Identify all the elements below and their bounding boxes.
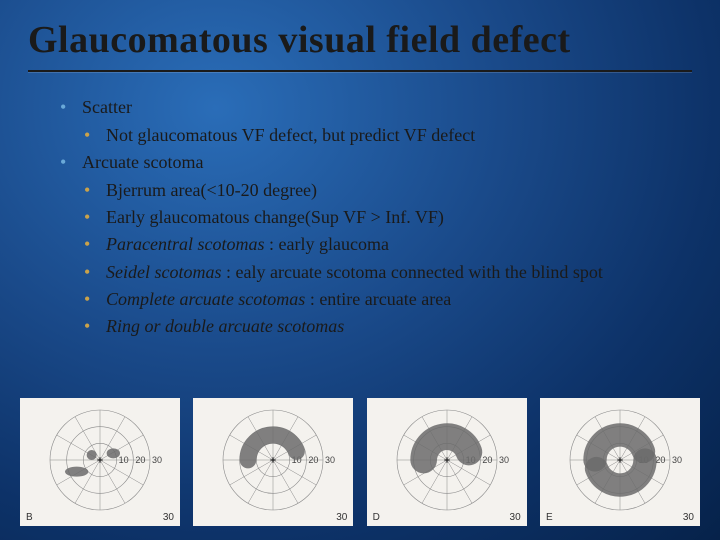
panel-label: E xyxy=(546,512,553,523)
term-seidel-rest: : ealy arcuate scotoma connected with th… xyxy=(221,262,602,282)
bullet-arc-sub1: Bjerrum area(<10-20 degree) xyxy=(60,177,672,203)
panel-deg: 30 xyxy=(683,512,694,523)
panel-deg: 30 xyxy=(163,512,174,523)
term-paracentral: Paracentral scotomas xyxy=(106,234,264,254)
vf-panel-E: 102030E30 xyxy=(540,398,700,526)
vf-panel-C: 10203030 xyxy=(193,398,353,526)
svg-text:30: 30 xyxy=(152,455,162,465)
svg-text:30: 30 xyxy=(672,455,682,465)
slide-title: Glaucomatous visual field defect xyxy=(28,18,692,62)
term-ring: Ring or double arcuate scotomas xyxy=(106,316,344,336)
vf-panel-D: 102030D30 xyxy=(367,398,527,526)
term-complete-rest: : entire arcuate area xyxy=(305,289,451,309)
svg-text:10: 10 xyxy=(119,455,129,465)
panel-label: B xyxy=(26,512,33,523)
panel-deg: 30 xyxy=(336,512,347,523)
bullet-scatter-sub1: Not glaucomatous VF defect, but predict … xyxy=(60,122,672,148)
term-seidel: Seidel scotomas xyxy=(106,262,221,282)
svg-text:20: 20 xyxy=(309,455,319,465)
svg-text:20: 20 xyxy=(135,455,145,465)
panel-deg: 30 xyxy=(510,512,521,523)
bullet-content: Scatter Not glaucomatous VF defect, but … xyxy=(0,72,720,339)
vf-panel-B: 10 20 30 B 30 xyxy=(20,398,180,526)
bullet-scatter: Scatter xyxy=(60,94,672,120)
term-complete: Complete arcuate scotomas xyxy=(106,289,305,309)
svg-text:20: 20 xyxy=(482,455,492,465)
svg-text:30: 30 xyxy=(499,455,509,465)
bullet-arc-sub4: Seidel scotomas : ealy arcuate scotoma c… xyxy=(60,259,672,285)
svg-text:30: 30 xyxy=(325,455,335,465)
term-paracentral-rest: : early glaucoma xyxy=(264,234,388,254)
bullet-arc-sub6: Ring or double arcuate scotomas xyxy=(60,313,672,339)
visual-field-figures: 102030B3010203030102030D30102030E30 xyxy=(20,398,700,526)
bullet-arc-sub5: Complete arcuate scotomas : entire arcua… xyxy=(60,286,672,312)
bullet-arcuate: Arcuate scotoma xyxy=(60,149,672,175)
panel-label: D xyxy=(373,512,380,523)
svg-text:20: 20 xyxy=(655,455,665,465)
bullet-arc-sub2: Early glaucomatous change(Sup VF > Inf. … xyxy=(60,204,672,230)
bullet-arc-sub3: Paracentral scotomas : early glaucoma xyxy=(60,231,672,257)
